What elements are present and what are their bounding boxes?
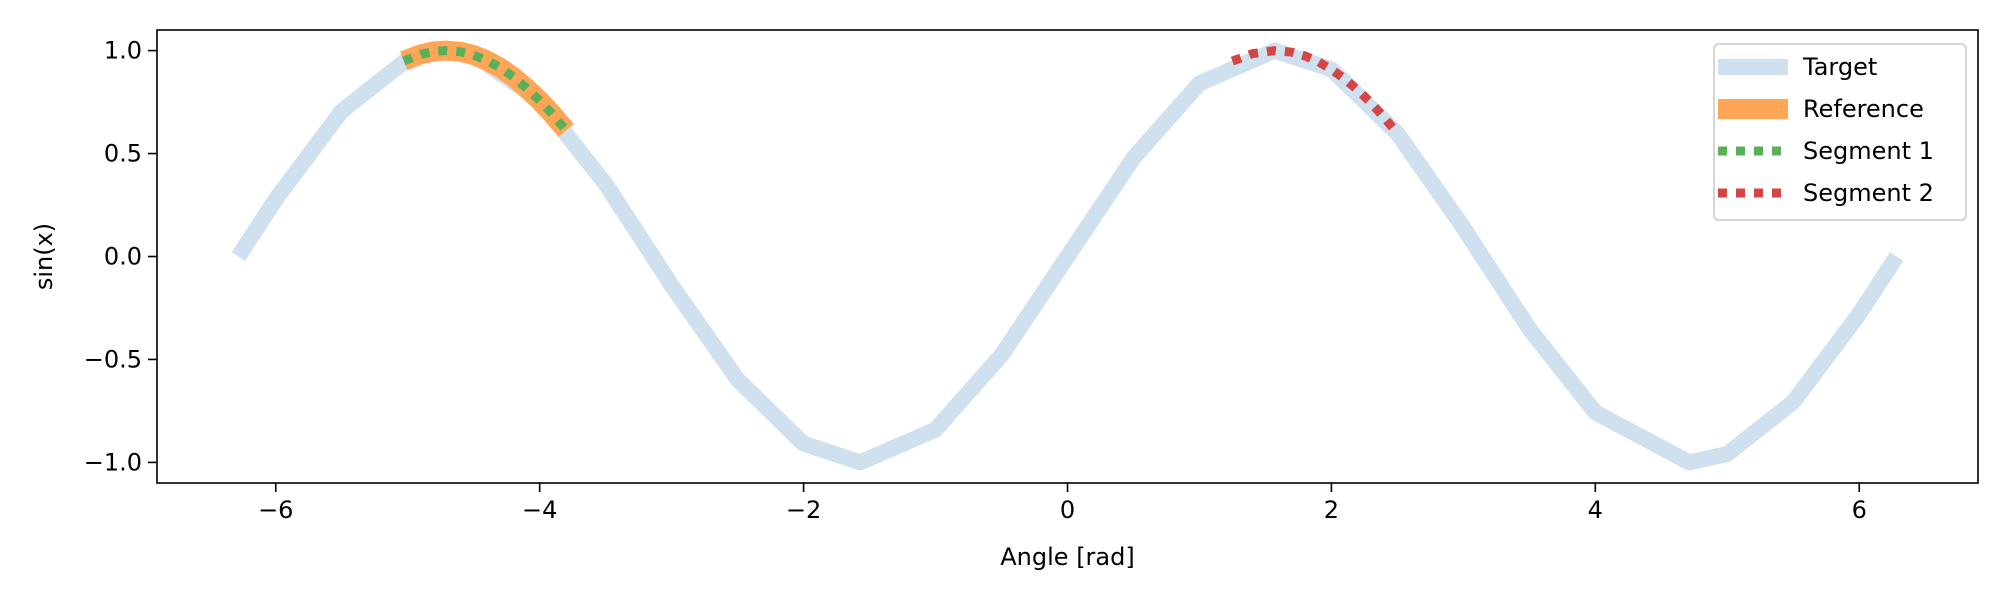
y-axis-label: sin(x)	[30, 223, 58, 290]
x-tick-label: 2	[1324, 496, 1339, 524]
y-tick-label: 0.0	[104, 243, 142, 271]
series-layer	[231, 40, 1904, 471]
y-axis-ticks: −1.0 −0.5 0.0 0.5 1.0	[84, 37, 157, 476]
x-tick-label: 0	[1060, 496, 1075, 524]
x-tick-label: −6	[258, 496, 293, 524]
x-axis-ticks: −6 −4 −2 0 2 4 6	[258, 483, 1867, 524]
series-line-segment-2	[1230, 46, 1401, 137]
legend-label: Segment 2	[1803, 179, 1934, 207]
legend: Target Reference Segment 1 Segment 2	[1713, 43, 1967, 221]
y-tick-label: −0.5	[84, 345, 142, 373]
series-line-segment-1	[402, 46, 570, 134]
x-tick-label: −4	[522, 496, 557, 524]
y-tick-label: 1.0	[104, 37, 142, 65]
x-tick-label: −2	[786, 496, 821, 524]
x-tick-label: 6	[1852, 496, 1867, 524]
x-axis-label: Angle [rad]	[1000, 543, 1134, 571]
y-tick-label: 0.5	[104, 140, 142, 168]
legend-label: Target	[1802, 53, 1877, 81]
legend-label: Segment 1	[1803, 137, 1934, 165]
y-tick-label: −1.0	[84, 448, 142, 476]
legend-box	[1713, 43, 1967, 221]
legend-label: Reference	[1803, 95, 1924, 123]
x-tick-label: 4	[1588, 496, 1603, 524]
